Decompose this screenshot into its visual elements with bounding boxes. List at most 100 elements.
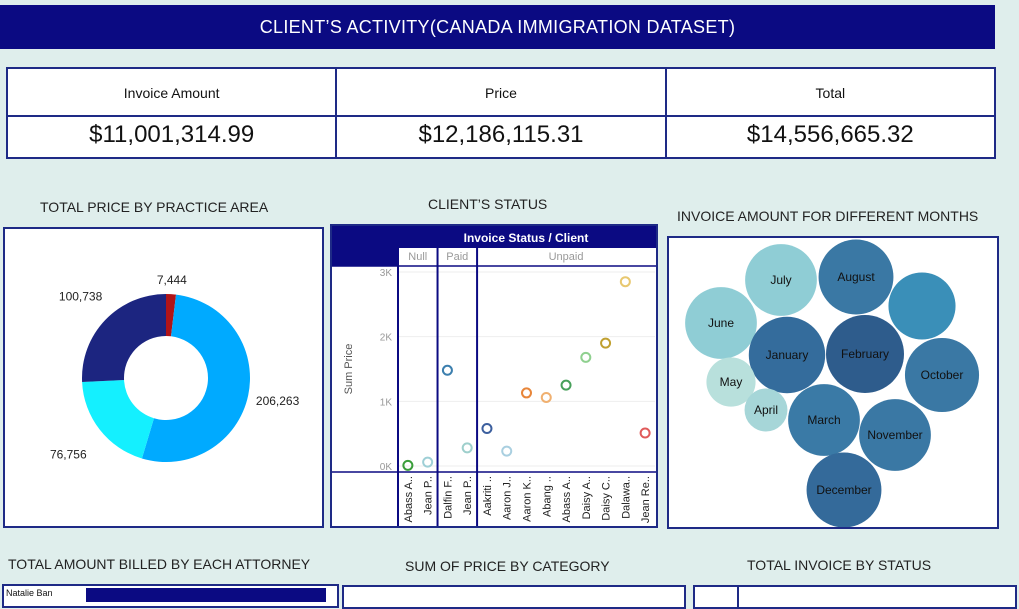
- attorney-title: TOTAL AMOUNT BILLED BY EACH ATTORNEY: [8, 556, 311, 572]
- x-tick-label: Aaron K..: [522, 476, 534, 522]
- y-axis-label: Sum Price: [343, 344, 355, 395]
- month-bubble-label: August: [837, 270, 875, 284]
- scatter-header-title: Invoice Status / Client: [464, 231, 589, 245]
- kpi-total: Total $14,556,665.32: [666, 69, 994, 157]
- kpi-divider: [8, 115, 336, 117]
- scatter-point[interactable]: [521, 387, 532, 399]
- months-bubble-chart[interactable]: July August June January February October May A…: [669, 238, 997, 528]
- client-status-title: CLIENT’S STATUS: [428, 196, 548, 212]
- attorney-bar[interactable]: [86, 588, 326, 602]
- month-bubble[interactable]: [818, 239, 894, 315]
- y-tick-label: 3K: [380, 268, 393, 279]
- month-bubble-label: May: [720, 375, 743, 389]
- month-bubble[interactable]: [788, 384, 860, 456]
- x-tick-label: Daisy A..: [581, 476, 593, 519]
- scatter-point[interactable]: [481, 422, 493, 434]
- practice-area-title: TOTAL PRICE BY PRACTICE AREA: [40, 199, 269, 215]
- category-title: SUM OF PRICE BY CATEGORY: [405, 558, 610, 574]
- group-label: Null: [408, 251, 427, 263]
- scatter-point[interactable]: [540, 391, 552, 403]
- scatter-point[interactable]: [619, 276, 631, 288]
- month-bubble[interactable]: [826, 315, 904, 393]
- month-bubble-label: June: [708, 316, 734, 330]
- scatter-point[interactable]: [600, 337, 612, 349]
- invoice-status-title: TOTAL INVOICE BY STATUS: [747, 557, 932, 573]
- x-tick-label: Abass A..: [403, 476, 415, 522]
- donut-slice[interactable]: [82, 294, 166, 382]
- kpi-label: Invoice Amount: [123, 85, 220, 101]
- kpi-label: Price: [485, 85, 517, 101]
- donut-label: 7,444: [157, 273, 187, 287]
- donut-slice[interactable]: [141, 294, 251, 462]
- client-status-scatter-chart[interactable]: Invoice Status / Client 0K 1K 2K 3K Sum Price…: [332, 226, 656, 526]
- scatter-point[interactable]: [639, 427, 651, 439]
- group-label: Unpaid: [549, 251, 584, 263]
- x-tick-label: Daisy C..: [601, 476, 613, 521]
- month-bubble-label: February: [841, 347, 889, 361]
- month-bubble-label: January: [766, 348, 809, 362]
- scatter-point[interactable]: [580, 351, 592, 363]
- scatter-point[interactable]: [441, 364, 453, 376]
- scatter-point[interactable]: [422, 456, 434, 468]
- donut-slice[interactable]: [166, 294, 177, 337]
- month-bubble-label: November: [867, 428, 922, 442]
- kpi-price: Price $12,186,115.31: [337, 69, 667, 157]
- donut-label: 100,738: [59, 290, 103, 304]
- y-tick-label: 0K: [380, 462, 393, 473]
- month-bubble[interactable]: [806, 452, 882, 528]
- invoice-status-divider: [737, 587, 739, 607]
- donut-label: 206,263: [256, 394, 300, 408]
- x-tick-label: Dalfin F..: [442, 476, 454, 519]
- kpi-divider: [337, 115, 665, 117]
- x-tick-label: Aakriti ..: [482, 476, 494, 516]
- month-bubble-label: March: [807, 413, 840, 427]
- month-bubble[interactable]: [745, 244, 817, 316]
- month-bubble-label: July: [770, 273, 791, 287]
- month-bubble-label: December: [816, 483, 871, 497]
- invoice-status-panel: [693, 585, 1017, 609]
- scatter-header-corner: [332, 248, 398, 266]
- month-bubble[interactable]: [859, 399, 931, 471]
- month-bubble[interactable]: [706, 357, 756, 407]
- x-tick-label: Dalawa..: [620, 476, 632, 519]
- months-panel: July August June January February October May A…: [667, 236, 999, 529]
- month-bubble[interactable]: [904, 337, 980, 413]
- kpi-label: Total: [815, 85, 846, 101]
- client-status-panel: Invoice Status / Client 0K 1K 2K 3K Sum Price…: [330, 224, 658, 528]
- kpi-row: Invoice Amount $11,001,314.99 Price $12,…: [6, 67, 996, 159]
- x-tick-label: Aaron J..: [502, 476, 514, 520]
- donut-slice[interactable]: [82, 379, 154, 459]
- scatter-point[interactable]: [461, 442, 473, 454]
- category-panel: [342, 585, 686, 609]
- month-bubble[interactable]: [748, 316, 826, 394]
- practice-area-panel: 7,444 206,263 76,756 100,738: [3, 227, 324, 528]
- kpi-invoice-amount: Invoice Amount $11,001,314.99: [8, 69, 338, 157]
- x-tick-label: Abass A..: [561, 476, 573, 522]
- months-title: INVOICE AMOUNT FOR DIFFERENT MONTHS: [677, 208, 979, 224]
- scatter-point[interactable]: [402, 459, 414, 471]
- y-tick-label: 2K: [380, 333, 393, 344]
- practice-area-donut-chart[interactable]: 7,444 206,263 76,756 100,738: [5, 229, 322, 526]
- month-bubble[interactable]: [744, 388, 788, 432]
- month-bubble[interactable]: [685, 287, 757, 359]
- dashboard-title: CLIENT’S ACTIVITY(CANADA IMMIGRATION DAT…: [0, 5, 995, 49]
- attorney-row-label: Natalie Ban: [6, 588, 53, 598]
- x-tick-label: Jean Re..: [640, 476, 652, 523]
- x-tick-label: Jean P..: [462, 476, 474, 515]
- y-tick-label: 1K: [380, 397, 393, 408]
- kpi-value: $11,001,314.99: [89, 121, 255, 148]
- month-bubble-label: October: [921, 368, 964, 382]
- attorney-panel: Natalie Ban: [2, 584, 339, 608]
- scatter-header-band: [332, 226, 656, 238]
- x-tick-label: Jean P..: [423, 476, 435, 515]
- kpi-value: $12,186,115.31: [418, 121, 584, 148]
- scatter-point[interactable]: [560, 379, 572, 391]
- scatter-header-band: [332, 238, 656, 248]
- group-label: Paid: [446, 251, 468, 263]
- scatter-point[interactable]: [501, 445, 513, 457]
- kpi-value: $14,556,665.32: [746, 121, 914, 148]
- x-tick-label: Abang ..: [541, 476, 553, 517]
- month-bubble[interactable]: [888, 272, 956, 340]
- kpi-divider: [666, 115, 994, 117]
- donut-label: 76,756: [50, 447, 87, 461]
